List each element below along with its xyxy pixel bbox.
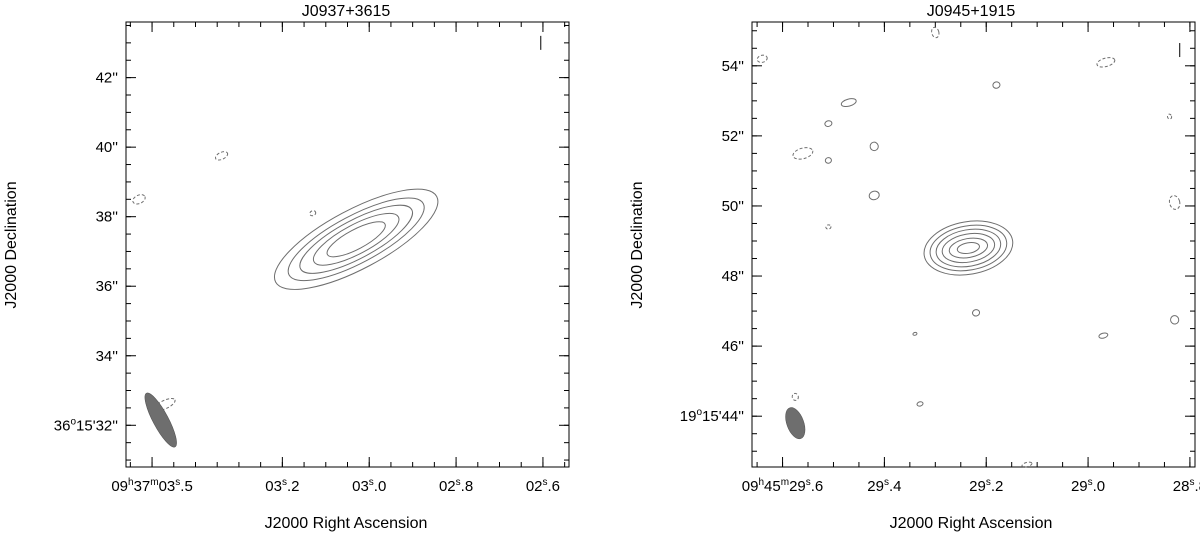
noise-contour <box>868 190 880 201</box>
plot-frame <box>751 21 1196 468</box>
x-tick-labels: 09h37m03s.5 03s.2 03s.0 02s.8 02s.6 <box>111 477 560 495</box>
x-tick-label: 29s.0 <box>1071 477 1105 495</box>
beam-ellipse <box>144 392 177 448</box>
noise-contour <box>912 331 918 336</box>
x-tick-label: 02s.8 <box>439 477 473 495</box>
plot-frame <box>125 21 570 468</box>
negative-contour <box>309 210 317 217</box>
x-tick-labels: 09h45m29s.6 29s.4 29s.2 29s.0 28s.8 <box>742 477 1200 495</box>
panel-j0937: J0937+3615 36o15'32'' 34'' 36'' 38'' 40'' 42'… <box>3 3 570 532</box>
y-tick-label: 42'' <box>96 70 119 87</box>
negative-contour <box>756 54 768 63</box>
source-contour <box>312 212 400 266</box>
source-contour <box>923 220 1014 276</box>
noise-contour <box>824 157 832 164</box>
y-tick-label: 46'' <box>722 338 745 355</box>
source-contour <box>941 232 996 264</box>
negative-contour <box>1168 195 1181 210</box>
x-tick-label: 09h37m03s.5 <box>111 477 192 495</box>
panel-title: J0945+1915 <box>927 3 1016 20</box>
negative-contour <box>132 194 146 205</box>
y-tick-label: 52'' <box>722 128 745 145</box>
contour-group <box>756 26 1181 468</box>
y-tick-labels: 36o15'32'' 34'' 36'' 38'' 40'' 42'' <box>54 70 118 435</box>
x-tick-label: 28s.8 <box>1173 477 1200 495</box>
x-tick-label: 02s.6 <box>526 477 560 495</box>
negative-contour <box>1096 57 1116 68</box>
x-axis-label: J2000 Right Ascension <box>890 515 1053 532</box>
negative-contour <box>792 147 814 160</box>
noise-contour <box>992 81 1001 89</box>
x-axis-label: J2000 Right Ascension <box>265 515 428 532</box>
noise-contour <box>869 141 879 152</box>
panel-title: J0937+3615 <box>302 3 391 20</box>
source-contour <box>935 228 1002 268</box>
x-tick-label: 03s.2 <box>265 477 299 495</box>
y-axis-label: J2000 Declination <box>3 181 20 308</box>
noise-contour <box>1170 315 1180 325</box>
x-tick-label: 09h45m29s.6 <box>742 477 823 495</box>
noise-contour <box>824 120 833 127</box>
negative-contour <box>931 26 940 39</box>
y-tick-label: 38'' <box>96 209 119 226</box>
source-contour <box>929 224 1008 272</box>
negative-contour <box>825 224 832 230</box>
x-tick-label: 03s.0 <box>352 477 386 495</box>
y-tick-label: 54'' <box>722 58 745 75</box>
y-tick-label: 36'' <box>96 278 119 295</box>
axis-ticks <box>752 22 1195 467</box>
axis-ticks <box>126 22 569 467</box>
contour-group <box>132 35 542 448</box>
x-tick-label: 29s.2 <box>969 477 1003 495</box>
negative-contour <box>791 392 799 401</box>
source-contour <box>326 221 386 258</box>
noise-contour <box>972 309 981 317</box>
y-axis-label: J2000 Declination <box>629 181 646 308</box>
source-contour <box>299 204 414 274</box>
negative-contour <box>154 397 176 411</box>
beam-ellipse <box>785 407 806 440</box>
y-tick-label: 50'' <box>722 198 745 215</box>
negative-contour <box>214 151 229 161</box>
y-tick-label: 36o15'32'' <box>54 416 118 434</box>
y-tick-label: 34'' <box>96 348 119 365</box>
negative-contour <box>1166 113 1173 120</box>
y-tick-labels: 19o15'44'' 46'' 48'' 50'' 52'' 54'' <box>680 58 744 425</box>
noise-contour <box>1098 332 1109 339</box>
noise-contour <box>916 401 924 407</box>
y-tick-label: 19o15'44'' <box>680 407 744 425</box>
y-tick-label: 48'' <box>722 268 745 285</box>
source-contour <box>287 197 425 282</box>
y-tick-label: 40'' <box>96 139 119 156</box>
source-contour <box>948 237 989 259</box>
source-contour <box>956 241 980 255</box>
negative-contour <box>1021 461 1033 468</box>
source-contour <box>273 188 439 290</box>
panel-j0945: J0945+1915 19o15'44'' 46'' 48'' 50'' 52'' 54'… <box>629 3 1200 532</box>
noise-contour <box>840 98 857 108</box>
x-tick-label: 29s.4 <box>867 477 901 495</box>
